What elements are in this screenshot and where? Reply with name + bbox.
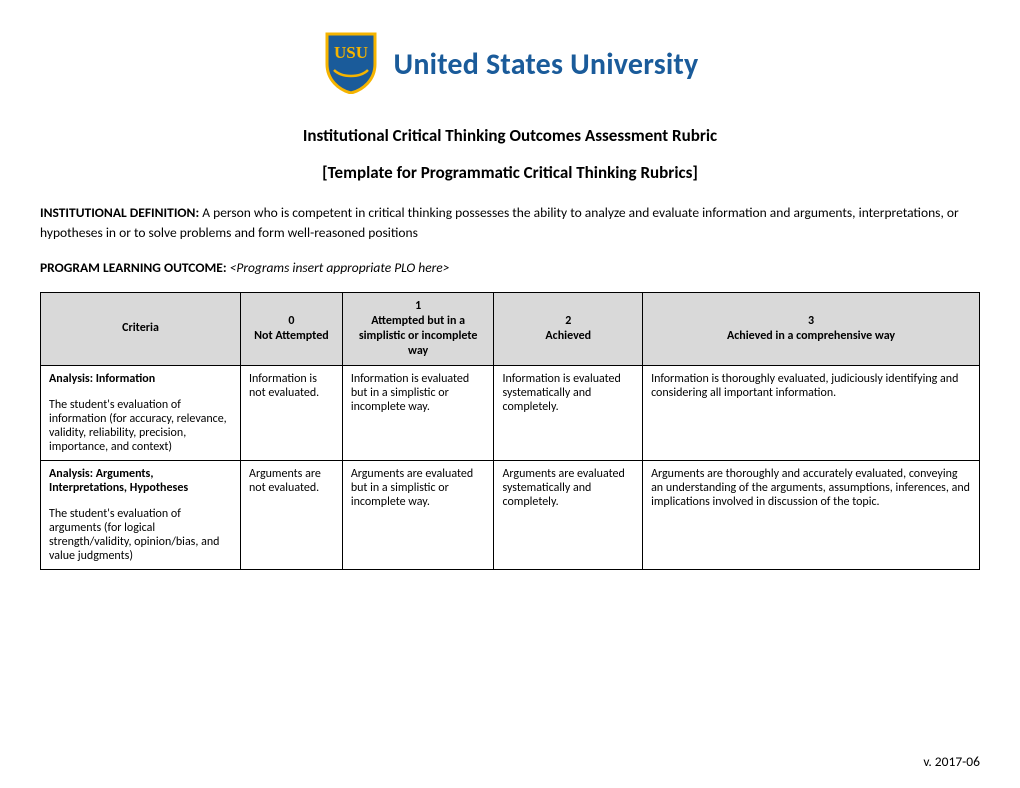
level-cell: Information is thoroughly evaluated, jud… bbox=[643, 365, 980, 460]
main-title: Institutional Critical Thinking Outcomes… bbox=[40, 125, 980, 146]
level-cell: Information is not evaluated. bbox=[241, 365, 343, 460]
level-cell: Arguments are not evaluated. bbox=[241, 460, 343, 569]
header-level-2: 2 Achieved bbox=[494, 292, 643, 365]
criterion-title: Analysis: Information bbox=[49, 372, 232, 386]
criterion-desc: The student's evaluation of information … bbox=[49, 398, 232, 454]
plo-label: PROGRAM LEARNING OUTCOME: bbox=[40, 259, 227, 276]
logo-shield-icon: USU bbox=[322, 30, 380, 99]
rubric-table: Criteria 0 Not Attempted 1 Attempted but… bbox=[40, 292, 980, 570]
level-cell: Information is evaluated but in a simpli… bbox=[342, 365, 494, 460]
plo-placeholder: <Programs insert appropriate PLO here> bbox=[227, 259, 450, 276]
svg-text:USU: USU bbox=[334, 43, 368, 62]
header-level-2-score: 2 bbox=[565, 314, 571, 328]
criterion-cell: Analysis: Information The student's eval… bbox=[41, 365, 241, 460]
header-level-0-score: 0 bbox=[288, 314, 294, 328]
table-header-row: Criteria 0 Not Attempted 1 Attempted but… bbox=[41, 292, 980, 365]
subtitle: [Template for Programmatic Critical Thin… bbox=[40, 162, 980, 183]
header-level-1-label: Attempted but in a simplistic or incompl… bbox=[359, 314, 478, 358]
header-level-0: 0 Not Attempted bbox=[241, 292, 343, 365]
header-level-1-score: 1 bbox=[415, 299, 421, 313]
criterion-desc: The student's evaluation of arguments (f… bbox=[49, 507, 232, 563]
level-cell: Arguments are evaluated but in a simplis… bbox=[342, 460, 494, 569]
level-cell: Arguments are evaluated systematically a… bbox=[494, 460, 643, 569]
level-cell: Arguments are thoroughly and accurately … bbox=[643, 460, 980, 569]
version-label: v. 2017-06 bbox=[923, 753, 980, 770]
criterion-title: Analysis: Arguments, Interpretations, Hy… bbox=[49, 467, 232, 495]
header-level-1: 1 Attempted but in a simplistic or incom… bbox=[342, 292, 494, 365]
header-level-2-label: Achieved bbox=[545, 329, 591, 343]
header-criteria: Criteria bbox=[41, 292, 241, 365]
program-learning-outcome: PROGRAM LEARNING OUTCOME: <Programs inse… bbox=[40, 258, 980, 278]
level-cell: Information is evaluated systematically … bbox=[494, 365, 643, 460]
university-name: United States University bbox=[394, 46, 699, 83]
header-level-0-label: Not Attempted bbox=[254, 329, 329, 343]
table-row: Analysis: Arguments, Interpretations, Hy… bbox=[41, 460, 980, 569]
criterion-cell: Analysis: Arguments, Interpretations, Hy… bbox=[41, 460, 241, 569]
institutional-definition: INSTITUTIONAL DEFINITION: A person who i… bbox=[40, 203, 980, 244]
definition-label: INSTITUTIONAL DEFINITION: bbox=[40, 204, 199, 221]
table-row: Analysis: Information The student's eval… bbox=[41, 365, 980, 460]
header-level-3-score: 3 bbox=[808, 314, 814, 328]
header-level-3: 3 Achieved in a comprehensive way bbox=[643, 292, 980, 365]
header-level-3-label: Achieved in a comprehensive way bbox=[727, 329, 895, 343]
logo-zone: USU United States University bbox=[40, 30, 980, 99]
